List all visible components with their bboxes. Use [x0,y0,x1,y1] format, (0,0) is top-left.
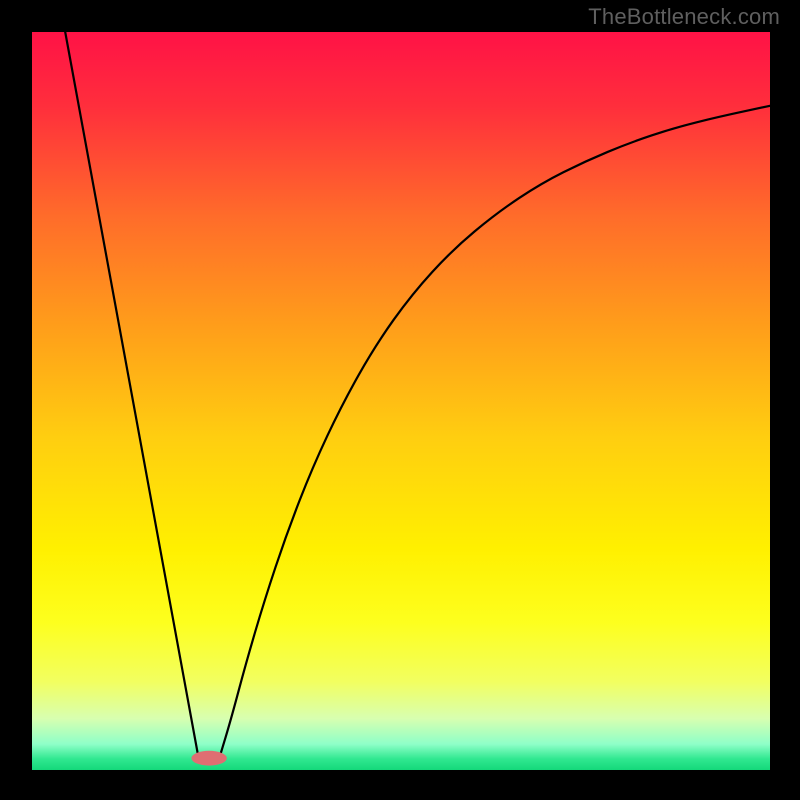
bottleneck-chart [0,0,800,800]
optimal-marker [191,751,226,766]
chart-container: TheBottleneck.com [0,0,800,800]
plot-area [32,32,770,770]
watermark-text: TheBottleneck.com [588,4,780,30]
